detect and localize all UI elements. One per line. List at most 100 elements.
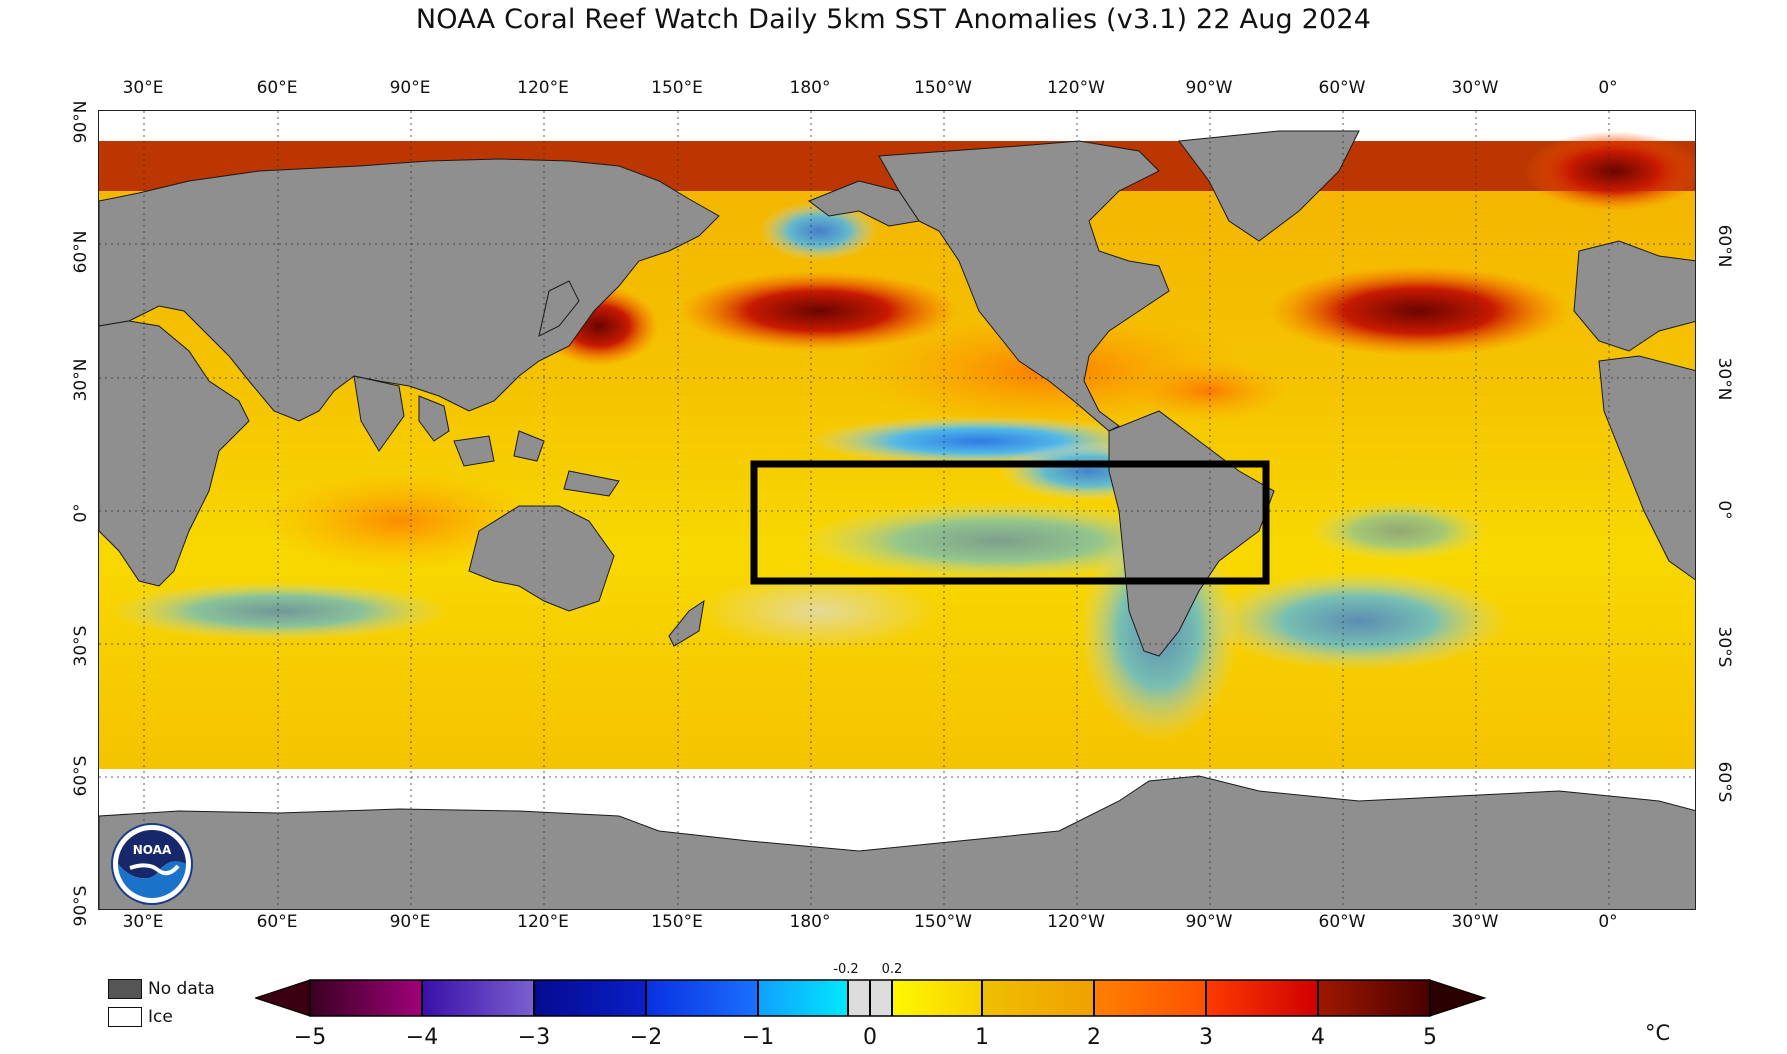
- lat-label: 90°S: [71, 885, 91, 927]
- lon-label: 60°W: [1318, 78, 1366, 98]
- colorbar-tick: 5: [1423, 1025, 1437, 1050]
- lon-label: 90°E: [389, 912, 431, 932]
- north-america: [878, 140, 1170, 432]
- colorbar-tick: 4: [1311, 1025, 1325, 1050]
- japan: [538, 280, 580, 337]
- colorbar-tick: −3: [517, 1025, 551, 1050]
- land: [99, 130, 1695, 909]
- arctic-ice: [99, 111, 1695, 141]
- lat-label: 60°N: [1714, 224, 1734, 268]
- eurasia: [99, 158, 720, 422]
- lon-label: 0°: [1598, 912, 1618, 932]
- colorbar-dividers: [421, 980, 1319, 1016]
- lat-label: 60°N: [71, 230, 91, 274]
- indochina: [418, 395, 450, 442]
- lat-label: 60°S: [71, 755, 91, 797]
- africa: [99, 320, 250, 587]
- lon-label: 60°E: [256, 78, 298, 98]
- colorbar-seg: [870, 980, 892, 1016]
- north-pacific-hotspot: [679, 271, 959, 351]
- lon-label: 60°W: [1318, 912, 1366, 932]
- south-atlantic-cool: [1209, 571, 1509, 671]
- lat-label: 90°N: [71, 100, 91, 144]
- greenland: [1178, 130, 1360, 242]
- lat-label: 0°: [71, 503, 91, 523]
- colorbar-seg: [758, 980, 848, 1016]
- no-data-label: No data: [148, 979, 215, 999]
- colorbar-seg: [422, 980, 534, 1016]
- alaska: [807, 180, 920, 227]
- map-title: NOAA Coral Reef Watch Daily 5km SST Anom…: [415, 4, 1372, 35]
- nino-region-box: [750, 460, 1270, 585]
- noaa-logo: NOAA: [110, 822, 194, 910]
- lon-label: 150°W: [914, 78, 972, 98]
- colorbar-seg: [1094, 980, 1206, 1016]
- colorbar-seg: [646, 980, 758, 1016]
- borneo: [453, 435, 495, 467]
- colorbar-seg: [1206, 980, 1318, 1016]
- colorbar-small-tick: 0.2: [881, 962, 903, 977]
- colorbar-seg: [310, 980, 422, 1016]
- bering-cool: [759, 201, 879, 261]
- colorbar-tick: 1: [975, 1025, 989, 1050]
- lon-label: 60°E: [256, 912, 298, 932]
- noaa-emblem-icon: NOAA: [111, 823, 193, 905]
- west-africa: [1598, 355, 1695, 581]
- colorbar-tick: 0: [863, 1025, 877, 1050]
- legend-key: No data Ice: [108, 975, 215, 1031]
- indian-ocean-warm: [259, 471, 539, 571]
- colorbar-seg: [892, 980, 982, 1016]
- lat-label: 30°N: [71, 358, 91, 402]
- colorbar-tick: −2: [629, 1025, 663, 1050]
- map-canvas: [99, 111, 1695, 909]
- graticule: [99, 111, 1695, 909]
- new-guinea: [563, 470, 620, 497]
- barents-hotspot: [1524, 131, 1695, 211]
- australia: [468, 505, 615, 612]
- south-america: [1108, 410, 1275, 657]
- no-data-swatch: [108, 979, 142, 999]
- lon-label: 120°E: [517, 912, 569, 932]
- india: [353, 375, 405, 452]
- lon-label: 150°W: [914, 912, 972, 932]
- colorbar-seg: [982, 980, 1094, 1016]
- antarctica: [99, 775, 1695, 909]
- ice-swatch: [108, 1007, 142, 1027]
- colorbar-max-arrow: [1429, 979, 1487, 1017]
- lon-label: 120°E: [517, 78, 569, 98]
- lat-label: 30°S: [1714, 626, 1734, 668]
- logo-text: NOAA: [133, 843, 172, 857]
- sst-anomaly-map: [98, 110, 1696, 910]
- lon-label: 180°: [789, 912, 831, 932]
- colorbar-seg: [534, 980, 646, 1016]
- lon-label: 90°E: [389, 78, 431, 98]
- lon-label: 30°E: [122, 912, 164, 932]
- lon-label: 90°W: [1185, 78, 1233, 98]
- lat-label: 0°: [1714, 500, 1734, 520]
- colorbar-tick: 3: [1199, 1025, 1213, 1050]
- colorbar-tick: −1: [741, 1025, 775, 1050]
- lon-label: 150°E: [651, 912, 703, 932]
- southern-indian-cool: [109, 581, 449, 641]
- lon-label: 180°: [789, 78, 831, 98]
- lon-label: 30°W: [1451, 912, 1499, 932]
- lon-label: 30°W: [1451, 78, 1499, 98]
- colorbar: [255, 979, 1487, 1017]
- atlantic-cool: [1309, 501, 1489, 561]
- colorbar-min-arrow: [255, 979, 311, 1017]
- lon-label: 30°E: [122, 78, 164, 98]
- lon-label: 0°: [1598, 78, 1618, 98]
- near-normal-area: [699, 571, 939, 651]
- lat-label: 60°S: [1714, 761, 1734, 803]
- gulf-warm: [1129, 361, 1289, 421]
- ice-label: Ice: [148, 1007, 173, 1027]
- north-atlantic-hotspot: [1269, 266, 1569, 356]
- colorbar-seg: [1318, 980, 1430, 1016]
- colorbar-tick: 2: [1087, 1025, 1101, 1050]
- lat-label: 30°S: [71, 625, 91, 667]
- legend-ice: Ice: [108, 1003, 215, 1031]
- lon-label: 120°W: [1047, 912, 1105, 932]
- lat-label: 30°N: [1714, 357, 1734, 401]
- colorbar-unit: °C: [1645, 1021, 1671, 1045]
- colorbar-seg: [848, 980, 870, 1016]
